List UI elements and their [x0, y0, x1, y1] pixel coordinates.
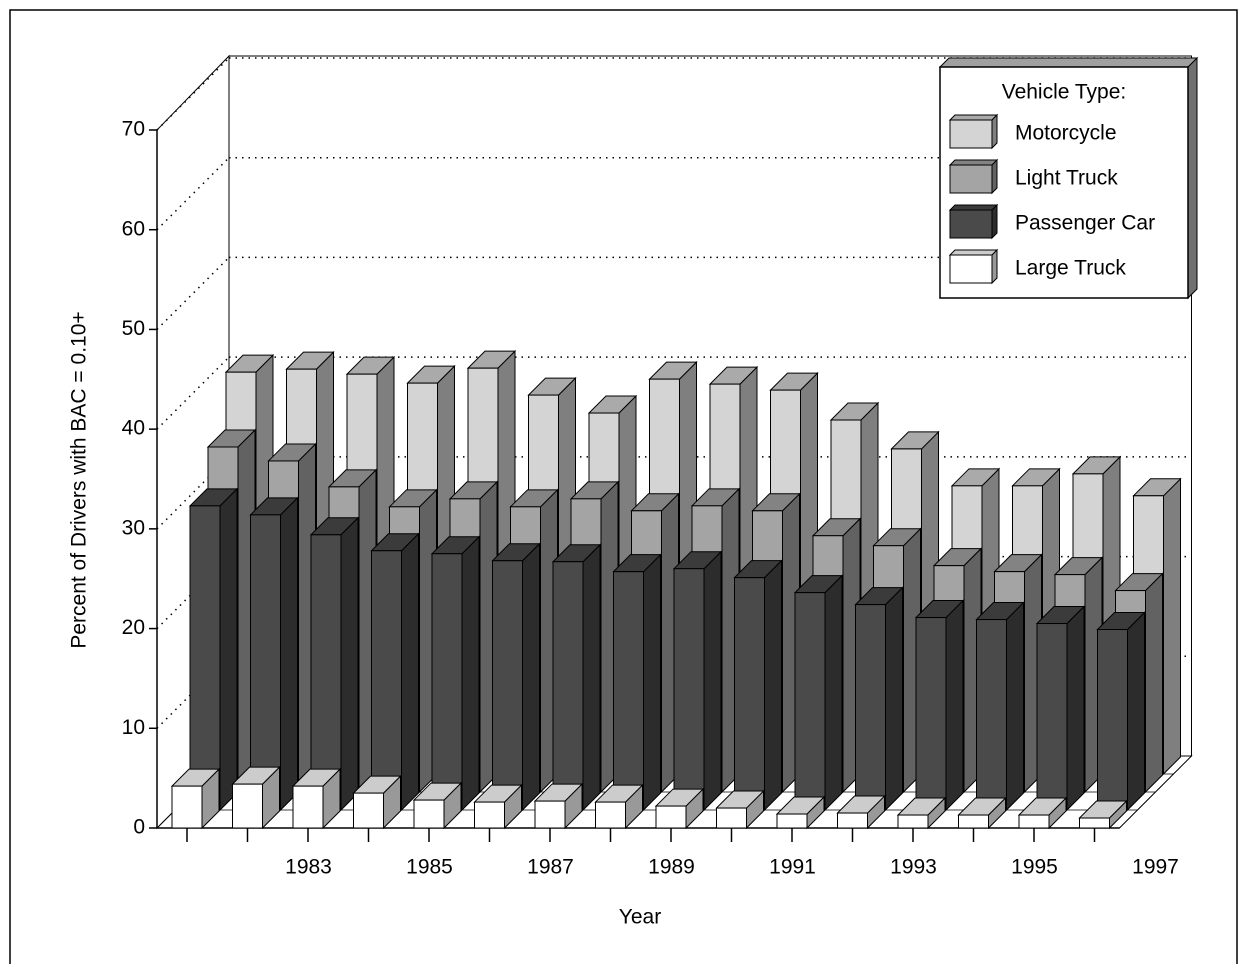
legend-swatch: [949, 254, 993, 284]
bar: [837, 812, 868, 829]
bar: [474, 801, 505, 829]
y-tick-label: 0: [133, 816, 145, 839]
legend-label: Motorcycle: [1015, 122, 1117, 145]
y-tick-label: 20: [122, 616, 145, 639]
bar: [353, 792, 384, 829]
bar: [716, 807, 747, 829]
bar: [371, 550, 402, 811]
bar: [776, 813, 808, 829]
y-tick-label: 60: [122, 217, 145, 240]
bar-side: [824, 574, 843, 812]
bar: [976, 619, 1007, 811]
bar: [613, 571, 644, 811]
frame: [9, 9, 1238, 964]
legend-swatch-top: [948, 159, 999, 166]
bar: [492, 560, 523, 811]
legend-swatch-side: [991, 248, 998, 285]
bar: [855, 604, 886, 811]
bar: [534, 800, 566, 829]
bar: [431, 553, 463, 811]
grid-line: [156, 57, 230, 131]
bar: [595, 801, 626, 829]
legend-swatch: [949, 164, 993, 194]
y-tick-label: 10: [122, 716, 145, 739]
x-tick-label: 1997: [1132, 856, 1179, 879]
bar: [1036, 623, 1068, 811]
bar-side: [945, 599, 964, 812]
legend-label: Light Truck: [1015, 167, 1118, 190]
bar-side: [643, 553, 661, 812]
bar: [413, 799, 445, 829]
legend-swatch: [949, 119, 993, 149]
legend-swatch-side: [991, 203, 998, 240]
bar-side: [703, 550, 722, 812]
bar: [310, 534, 342, 811]
grid-line: [156, 356, 230, 430]
x-tick-label: 1995: [1011, 856, 1058, 879]
y-tick-label: 30: [122, 516, 145, 539]
bar-side: [764, 559, 782, 812]
bar: [189, 505, 221, 811]
bar: [958, 814, 989, 829]
bar-side: [522, 542, 540, 812]
bar: [915, 617, 947, 811]
bar: [673, 568, 705, 811]
bar: [552, 561, 584, 811]
y-tick-label: 70: [122, 118, 145, 141]
bar-side: [1127, 611, 1145, 812]
y-axis-title: Percent of Drivers with BAC = 0.10+: [68, 311, 91, 648]
legend-swatch-side: [991, 158, 998, 195]
x-tick-label: 1993: [890, 856, 937, 879]
bar-side: [340, 516, 359, 812]
bar-side: [219, 487, 238, 812]
bar-side: [582, 543, 601, 812]
legend-swatch-side: [991, 113, 998, 150]
x-tick-label: 1989: [648, 856, 695, 879]
y-tick-label: 40: [122, 417, 145, 440]
x-axis-title: Year: [619, 906, 661, 929]
bar: [171, 785, 203, 829]
y-tick-label: 50: [122, 317, 145, 340]
legend-swatch-top: [948, 249, 999, 256]
bar-side: [885, 586, 903, 812]
bar-side: [461, 535, 480, 812]
x-tick-label: 1987: [527, 856, 574, 879]
bar: [734, 577, 765, 811]
x-tick-label: 1983: [285, 856, 332, 879]
legend-swatch: [949, 209, 993, 239]
legend-swatch-top: [948, 114, 999, 121]
bar: [292, 785, 324, 829]
grid-line: [156, 157, 230, 231]
legend-title: Vehicle Type:: [1002, 81, 1127, 104]
bar: [897, 814, 929, 829]
bar: [655, 805, 687, 829]
bar: [232, 783, 263, 829]
bar-side: [1006, 601, 1024, 812]
bar: [250, 514, 281, 811]
bar: [1018, 814, 1050, 829]
legend-shadow: [938, 57, 1199, 68]
x-tick-label: 1991: [769, 856, 816, 879]
x-tick-label: 1985: [406, 856, 453, 879]
bar-side: [1163, 477, 1181, 776]
legend-shadow: [1187, 56, 1198, 300]
bar-side: [1066, 605, 1085, 812]
legend-label: Large Truck: [1015, 257, 1126, 280]
bar-side: [401, 532, 419, 812]
bar-side: [280, 496, 298, 812]
bar-side: [1145, 572, 1163, 794]
legend-swatch-top: [948, 204, 999, 211]
grid-line: [156, 256, 230, 330]
bar: [794, 592, 826, 811]
legend-label: Passenger Car: [1015, 212, 1155, 235]
bar: [1079, 817, 1110, 829]
bar: [1097, 629, 1128, 811]
